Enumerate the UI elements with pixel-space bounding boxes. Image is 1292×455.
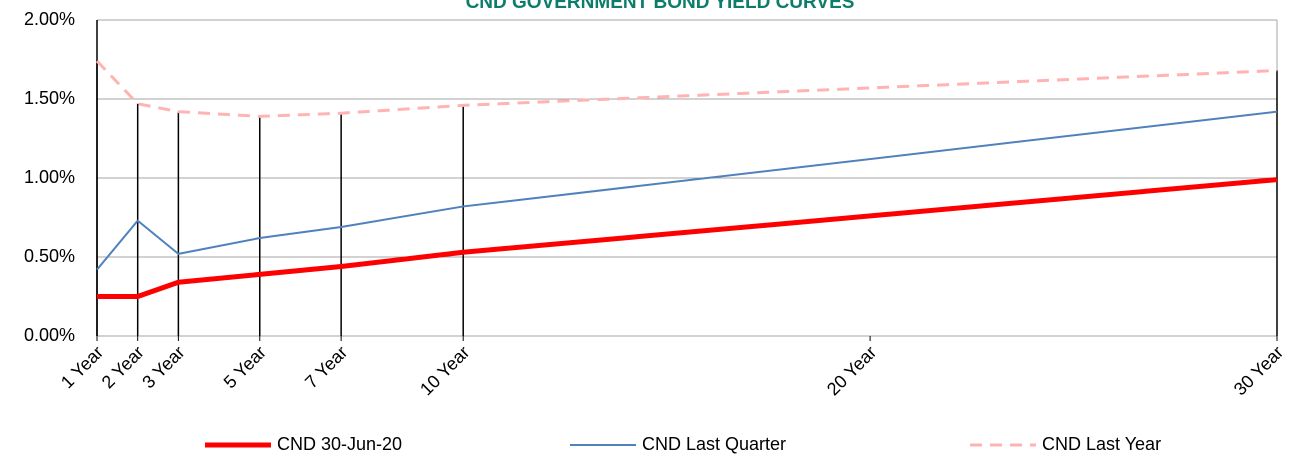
x-tick-label: 1 Year bbox=[57, 342, 107, 392]
legend-label: CND Last Year bbox=[1042, 434, 1161, 454]
y-tick-label: 2.00% bbox=[24, 9, 75, 29]
y-tick-label: 0.00% bbox=[24, 325, 75, 345]
x-tick-label: 5 Year bbox=[220, 342, 270, 392]
x-tick-label: 10 Year bbox=[416, 342, 473, 399]
x-tick-label: 7 Year bbox=[301, 342, 351, 392]
y-tick-label: 1.00% bbox=[24, 167, 75, 187]
x-tick-label: 30 Year bbox=[1230, 342, 1287, 399]
x-tick-label: 20 Year bbox=[823, 342, 880, 399]
y-tick-label: 1.50% bbox=[24, 88, 75, 108]
x-tick-label: 2 Year bbox=[98, 342, 148, 392]
legend-label: CND Last Quarter bbox=[642, 434, 786, 454]
x-tick-label: 3 Year bbox=[138, 342, 188, 392]
chart-title: CND GOVERNMENT BOND YIELD CURVES bbox=[466, 0, 855, 13]
legend-label: CND 30-Jun-20 bbox=[277, 434, 402, 454]
series-line bbox=[97, 177, 1278, 299]
series-line bbox=[96, 110, 1278, 271]
series-line bbox=[95, 60, 1278, 118]
y-tick-label: 0.50% bbox=[24, 246, 75, 266]
